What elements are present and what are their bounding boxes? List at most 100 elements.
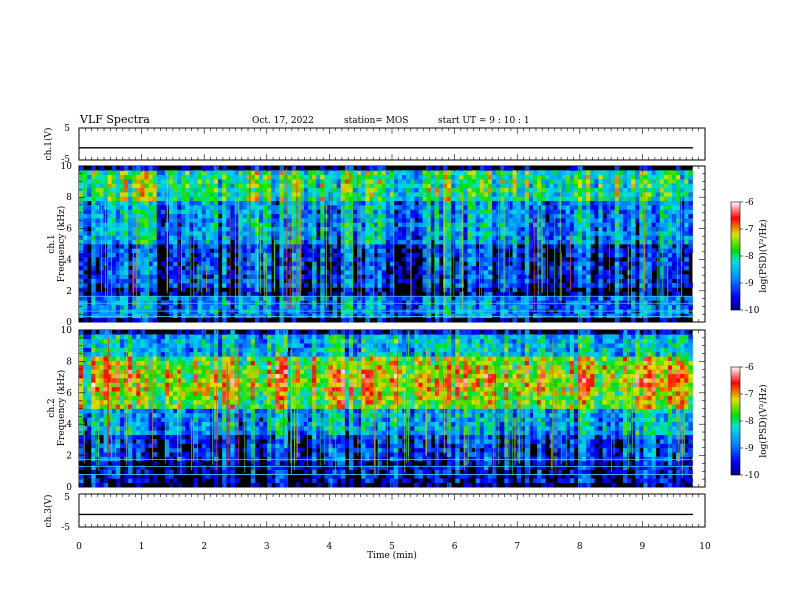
spectrogram-cell: [410, 174, 415, 180]
spectrogram-cell: [381, 252, 387, 258]
spectrogram-cell: [209, 252, 215, 258]
spectrogram-cell: [336, 222, 342, 228]
spectrogram-cell: [209, 257, 215, 262]
spectrogram-cell: [168, 205, 174, 210]
spectrogram-cell: [234, 174, 239, 180]
spectrogram-cell: [148, 270, 154, 275]
spectrogram-cell: [299, 257, 305, 262]
spectrogram-cell: [577, 283, 583, 288]
spectrogram-cell: [234, 239, 239, 245]
spectrogram-cell: [487, 192, 493, 197]
spectrogram-cell: [357, 291, 362, 297]
spectrogram-cell: [320, 283, 325, 288]
spectrogram-cell: [500, 265, 505, 271]
spectrogram-cell: [238, 265, 243, 271]
spectrogram-cell: [406, 244, 411, 249]
spectrogram-cell: [385, 274, 391, 280]
spectrogram-cell: [140, 313, 145, 319]
spectrogram-cell: [250, 300, 256, 306]
spectrogram-cell: [226, 183, 231, 189]
spectrogram-cell: [663, 317, 669, 323]
spectrogram-cell: [181, 239, 186, 245]
spectrogram-cell: [659, 174, 665, 180]
spectrogram-cell: [492, 231, 497, 236]
spectrogram-cell: [209, 235, 215, 241]
spectrogram-cell: [631, 187, 636, 193]
spectrogram-cell: [91, 174, 96, 180]
spectrogram-cell: [643, 265, 648, 271]
spectrogram-cell: [340, 174, 346, 180]
spectrogram-cell: [680, 174, 685, 180]
spectrogram-cell: [209, 192, 215, 197]
spectrogram-cell: [168, 218, 174, 223]
spectrogram-cell: [381, 170, 387, 176]
spectrogram-cell: [185, 278, 190, 284]
spectrogram-cell: [205, 300, 211, 306]
spectrogram-cell: [487, 239, 493, 245]
spectrogram-cell: [185, 231, 190, 236]
spectrogram-cell: [140, 304, 145, 310]
spectrogram-cell: [426, 231, 432, 236]
spectrogram-cell: [406, 265, 411, 271]
spectrogram-cell: [79, 283, 84, 288]
spectrogram-cell: [222, 257, 227, 262]
spectrogram-cell: [213, 200, 219, 206]
spectrogram-cell: [201, 278, 207, 284]
spectrogram-cell: [487, 222, 493, 228]
spectrogram-cell: [258, 248, 264, 254]
spectrogram-cell: [287, 209, 293, 215]
spectrogram-cell: [631, 313, 636, 319]
spectrogram-cell: [246, 313, 252, 319]
spectrogram-cell: [173, 209, 178, 215]
spectrogram-cell: [647, 287, 652, 293]
spectrogram-cell: [312, 231, 317, 236]
spectrogram-cell: [205, 274, 211, 280]
spectrogram-cell: [205, 174, 211, 180]
spectrogram-cell: [324, 183, 329, 189]
spectrogram-cell: [193, 218, 199, 223]
spectrogram-cell: [406, 313, 411, 319]
spectrogram-cell: [455, 192, 460, 197]
spectrogram-cell: [667, 200, 673, 206]
spectrogram-cell: [95, 252, 100, 258]
spectrogram-cell: [144, 222, 149, 228]
spectrogram-cell: [438, 300, 444, 306]
spectrogram-cell: [87, 174, 92, 180]
spectrogram-cell: [618, 218, 624, 223]
spectrogram-cell: [532, 192, 538, 197]
spectrogram-cell: [271, 222, 276, 228]
spectrogram-cell: [635, 235, 640, 241]
spectrogram-cell: [573, 304, 579, 310]
spectrogram-cell: [373, 300, 378, 306]
spectrogram-cell: [230, 192, 235, 197]
spectrogram-cell: [246, 205, 252, 210]
spectrogram-cell: [381, 231, 387, 236]
spectrogram-cell: [115, 192, 121, 197]
spectrogram-cell: [119, 274, 125, 280]
spectrogram-cell: [201, 226, 207, 232]
spectrogram-cell: [148, 170, 154, 176]
spectrogram-cell: [553, 192, 558, 197]
spectrogram-cell: [483, 174, 489, 180]
spectrogram-cell: [254, 166, 260, 171]
spectrogram-cell: [123, 205, 129, 210]
spectrogram-cell: [541, 235, 546, 241]
spectrogram-cell: [295, 205, 301, 210]
spectrogram-cell: [545, 205, 550, 210]
spectrogram-cell: [414, 183, 419, 189]
spectrogram-cell: [267, 200, 272, 206]
spectrogram-cell: [541, 257, 546, 262]
spectrogram-cell: [144, 209, 149, 215]
spectrogram-cell: [590, 235, 595, 241]
spectrogram-cell: [385, 179, 391, 184]
spectrogram-cell: [586, 222, 591, 228]
spectrogram-cell: [193, 300, 199, 306]
spectrogram-cell: [119, 187, 125, 193]
spectrogram-cell: [487, 187, 493, 193]
spectrogram-cell: [635, 304, 640, 310]
spectrogram-cell: [393, 170, 399, 176]
spectrogram-cell: [516, 274, 522, 280]
spectrogram-cell: [291, 252, 297, 258]
spectrogram-cell: [156, 270, 162, 275]
spectrogram-cell: [287, 226, 293, 232]
